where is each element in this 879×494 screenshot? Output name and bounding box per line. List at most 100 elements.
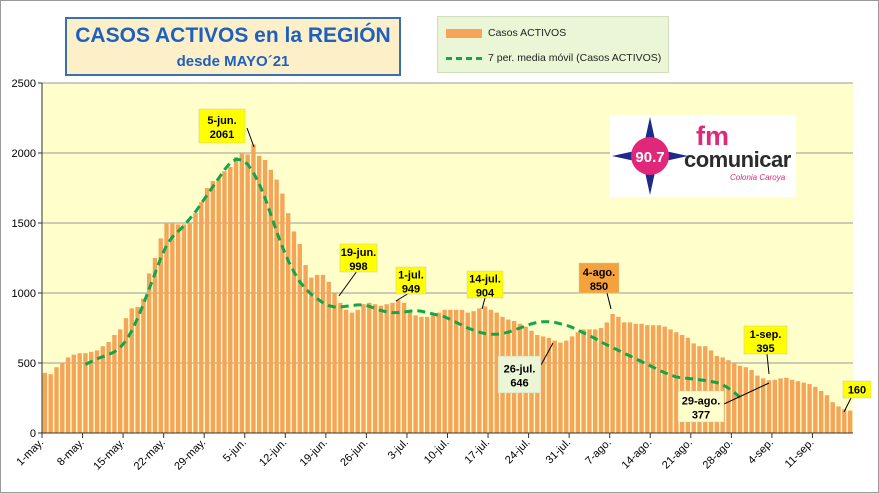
bar bbox=[430, 315, 436, 433]
bar bbox=[662, 326, 667, 433]
moving-average-series bbox=[84, 157, 741, 399]
annotation-box bbox=[677, 390, 725, 423]
bar bbox=[89, 351, 94, 433]
bar bbox=[842, 409, 847, 433]
bar bbox=[123, 318, 129, 433]
bar bbox=[401, 302, 407, 433]
annotation-leader bbox=[338, 270, 358, 297]
bar bbox=[94, 350, 100, 433]
bar bbox=[813, 386, 818, 433]
bar bbox=[737, 365, 743, 433]
x-tick-label: 29-may. bbox=[172, 437, 208, 473]
bar bbox=[413, 315, 418, 433]
bar bbox=[703, 346, 708, 433]
bar bbox=[48, 374, 53, 433]
bar bbox=[789, 379, 795, 433]
bar bbox=[361, 304, 366, 433]
annotation-date: 1-jul. bbox=[398, 270, 424, 282]
bar bbox=[569, 336, 575, 433]
y-tick-label: 2000 bbox=[12, 148, 36, 160]
bar bbox=[274, 179, 279, 433]
y-tick-label: 1500 bbox=[12, 218, 36, 230]
radio-logo: 90.7 fm comunicar Colonia Caroya bbox=[610, 115, 796, 197]
annotation-value: 949 bbox=[402, 284, 420, 296]
x-tick-label: 12-jun. bbox=[257, 437, 289, 469]
bar bbox=[245, 154, 250, 433]
x-tick-label: 11-sep. bbox=[783, 437, 817, 471]
logo-frequency: 90.7 bbox=[635, 149, 664, 166]
bar bbox=[836, 406, 841, 433]
x-tick-label: 21-ago. bbox=[660, 437, 695, 472]
bar bbox=[558, 342, 563, 433]
bar bbox=[477, 308, 482, 433]
bar bbox=[610, 314, 615, 433]
annotation-leader bbox=[843, 397, 852, 413]
bar bbox=[216, 178, 221, 433]
bar bbox=[135, 307, 140, 433]
annotation-value: 998 bbox=[349, 261, 367, 273]
bar bbox=[390, 302, 395, 433]
bar bbox=[326, 281, 331, 433]
logo-name: comunicar bbox=[684, 147, 791, 172]
bar bbox=[674, 332, 679, 433]
bar bbox=[152, 258, 158, 433]
compass-star-icon: 90.7 bbox=[612, 117, 688, 195]
bar bbox=[222, 171, 227, 433]
bar bbox=[847, 410, 853, 433]
annotation-date: 4-ago. bbox=[583, 267, 615, 279]
annotation-value: 646 bbox=[510, 378, 528, 390]
legend-label-bars: Casos ACTIVOS bbox=[488, 27, 567, 39]
annotation-date: 14-jul. bbox=[469, 274, 501, 286]
y-tick-label: 0 bbox=[30, 428, 36, 440]
bar bbox=[106, 342, 111, 433]
annotation-box bbox=[842, 380, 872, 399]
bar bbox=[407, 309, 413, 433]
x-tick-label: 22-may. bbox=[132, 437, 168, 473]
annotation-box bbox=[578, 262, 620, 294]
bar bbox=[343, 309, 349, 433]
bar bbox=[77, 353, 82, 433]
bar bbox=[268, 169, 274, 434]
bar bbox=[338, 302, 343, 433]
bar bbox=[784, 377, 789, 433]
bar bbox=[633, 323, 638, 433]
bar bbox=[616, 316, 621, 433]
bar bbox=[650, 325, 656, 433]
annotation-leader bbox=[246, 127, 255, 148]
annotation-leader bbox=[606, 292, 612, 310]
x-tick-label: 7-ago. bbox=[583, 437, 614, 468]
bar bbox=[564, 340, 569, 433]
bar bbox=[488, 309, 494, 433]
bar bbox=[772, 379, 777, 433]
bar bbox=[691, 343, 696, 433]
bar bbox=[65, 357, 71, 433]
bar bbox=[540, 336, 546, 433]
bar bbox=[755, 375, 760, 433]
annotation-box bbox=[743, 325, 788, 355]
bar bbox=[546, 337, 552, 433]
x-tick-label: 15-may. bbox=[91, 437, 127, 473]
bar bbox=[228, 167, 233, 433]
dashed-line-icon bbox=[446, 56, 482, 60]
bar bbox=[233, 157, 239, 433]
bar bbox=[743, 367, 749, 433]
bar bbox=[204, 188, 210, 433]
bar bbox=[587, 329, 592, 433]
annotation-value: 2061 bbox=[210, 129, 234, 141]
bar bbox=[297, 244, 302, 433]
bar bbox=[778, 378, 783, 433]
x-tick-label: 5-jun. bbox=[221, 437, 249, 465]
bar bbox=[239, 153, 245, 433]
bar bbox=[257, 155, 262, 434]
annotation-leader bbox=[723, 382, 770, 405]
logo-fm: fm bbox=[696, 121, 729, 151]
bar-swatch-icon bbox=[446, 28, 482, 38]
legend-label-line: 7 per. media móvil (Casos ACTIVOS) bbox=[488, 52, 662, 64]
x-tick-label: 31-jul. bbox=[544, 437, 574, 467]
annotation-date: 26-jul. bbox=[504, 364, 536, 376]
bar bbox=[372, 304, 378, 433]
bar bbox=[621, 322, 627, 433]
bar bbox=[436, 312, 442, 433]
x-tick-label: 24-jul. bbox=[503, 437, 533, 467]
